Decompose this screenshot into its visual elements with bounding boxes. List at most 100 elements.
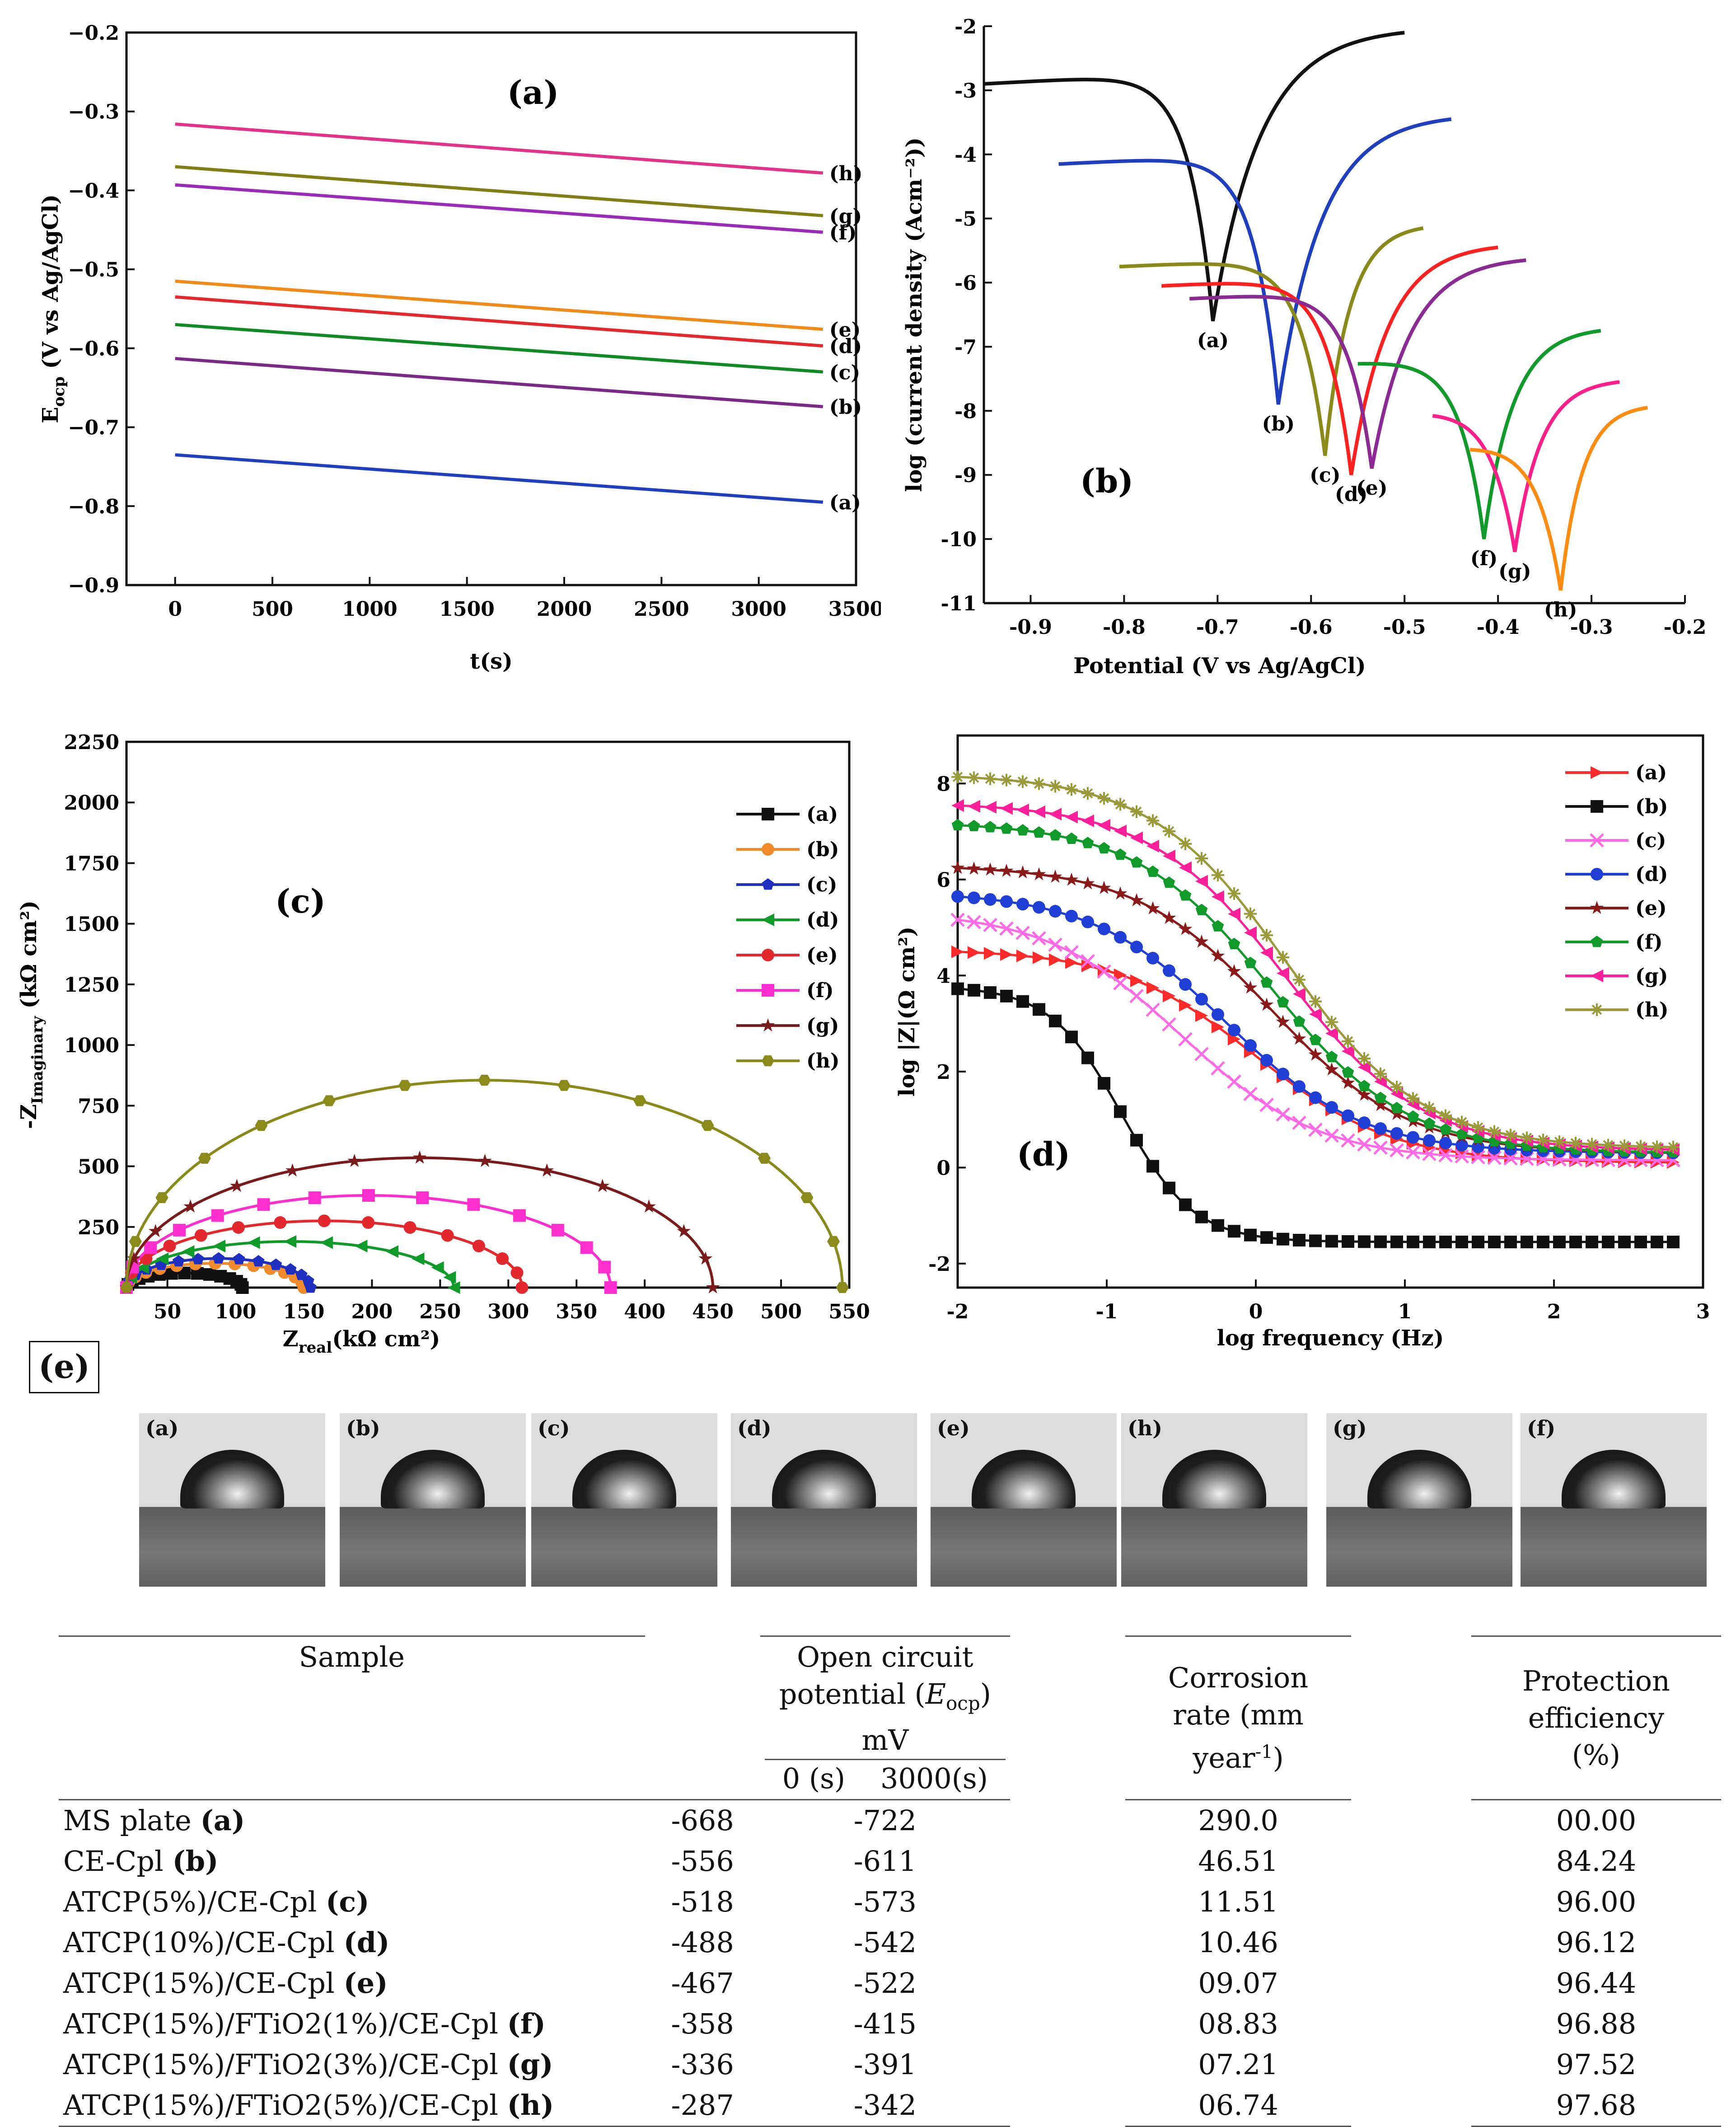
bode-point xyxy=(1293,1015,1306,1027)
bode-point xyxy=(1358,1235,1371,1248)
cell-gap xyxy=(1010,1841,1125,1882)
nyquist-point xyxy=(126,1251,141,1265)
bode-point xyxy=(1439,1123,1452,1135)
bode-point xyxy=(1049,905,1062,918)
bode-point xyxy=(1634,1156,1647,1169)
legend-label: (f) xyxy=(1635,931,1663,954)
bode-point xyxy=(1048,869,1062,883)
bode-point xyxy=(1373,1140,1388,1155)
bode-point xyxy=(1586,1236,1598,1249)
bode-point xyxy=(1179,998,1192,1012)
water-droplet xyxy=(772,1449,876,1509)
contact-angle-photo: (f) xyxy=(1521,1413,1707,1587)
bode-point xyxy=(1374,1122,1387,1135)
legend-marker xyxy=(762,949,774,961)
bode-point xyxy=(1244,1228,1257,1242)
bode-point xyxy=(1016,803,1029,816)
y-tick-label: -4 xyxy=(955,144,977,167)
bode-point xyxy=(1667,1236,1680,1249)
bode-point xyxy=(1000,989,1013,1003)
water-droplet xyxy=(572,1449,677,1509)
curve-label: (d) xyxy=(1335,483,1367,506)
x-axis-label-sub: real xyxy=(299,1339,332,1355)
bode-point xyxy=(984,893,997,906)
bode-point xyxy=(1390,1081,1403,1094)
nyquist-point xyxy=(213,1240,226,1253)
bode-point xyxy=(1097,964,1111,979)
cell-gap xyxy=(1351,2004,1471,2044)
water-droplet xyxy=(380,1449,485,1509)
cell-rate: 08.83 xyxy=(1198,2007,1278,2041)
nyquist-point xyxy=(233,1253,245,1265)
bode-point xyxy=(1325,1050,1338,1063)
cell-rate: 10.46 xyxy=(1198,1926,1278,1959)
bode-point xyxy=(1179,1198,1192,1211)
cell-gap xyxy=(1010,1882,1125,1922)
legend-label: (a) xyxy=(1635,761,1667,784)
table-row: ATCP(15%)/FTiO2(5%)/CE-Cpl (h) -287 -342 06… xyxy=(59,2085,1721,2127)
corrosion-table: Sample Open circuit potential (Eocp) mV … xyxy=(59,1635,1721,2127)
nyquist-point xyxy=(247,1236,260,1249)
tafel-curve xyxy=(1189,258,1526,469)
bode-point xyxy=(1651,1236,1663,1249)
panel-label: (a) xyxy=(507,73,559,112)
bode-point xyxy=(1472,1121,1484,1134)
nyquist-point xyxy=(270,1258,282,1270)
header-efficiency: Protection efficiency (%) xyxy=(1471,1635,1721,1800)
bode-point xyxy=(1390,1127,1403,1140)
bode-point xyxy=(1244,926,1257,939)
bode-point xyxy=(1455,1115,1468,1129)
chart-d-bode: -2 -1 0 1 2 3 -2 0 2 4 6 8 (a) (b) (c) (d) (e) (f) (g) (h) (… xyxy=(894,734,1710,1351)
cell-ocp-3000s: -573 xyxy=(853,1885,917,1919)
cell-rate: 06.74 xyxy=(1125,2085,1351,2127)
bode-point xyxy=(1521,1236,1533,1249)
bode-point xyxy=(1277,1232,1289,1246)
curve-label: (e) xyxy=(1356,477,1388,500)
tafel-curve xyxy=(1119,226,1424,456)
bode-point xyxy=(1325,1027,1338,1040)
bode-point xyxy=(1033,826,1045,838)
x-tick-label: -0.7 xyxy=(1196,616,1239,639)
x-tick-label: 0 xyxy=(168,598,182,621)
bode-point xyxy=(1065,811,1078,824)
bode-point xyxy=(1130,941,1143,954)
bode-point xyxy=(1439,1109,1452,1122)
x-tick-label: 350 xyxy=(556,1300,597,1323)
nyquist-point xyxy=(472,1239,485,1252)
header-rate: Corrosion rate (mm year-1) xyxy=(1125,1635,1351,1800)
bode-point xyxy=(1130,805,1143,818)
x-tick-label: 550 xyxy=(828,1300,870,1323)
bode-point xyxy=(1455,1149,1469,1164)
legend-label: (b) xyxy=(1635,795,1668,818)
nyquist-point xyxy=(295,1269,308,1280)
legend-label: (a) xyxy=(806,803,838,826)
y-axis-label-main: E xyxy=(38,407,63,423)
y-tick-label: −0.7 xyxy=(68,417,119,440)
bode-point xyxy=(1179,861,1192,874)
nyquist-point xyxy=(274,1216,287,1229)
nyquist-point xyxy=(212,1252,225,1264)
header-ocp-0s: 0 (s) xyxy=(782,1762,846,1795)
x-axis-label-rest: (kΩ cm²) xyxy=(332,1326,440,1352)
bode-point xyxy=(1309,995,1322,1008)
panel-label: (c) xyxy=(275,882,326,920)
legend-label: (d) xyxy=(1635,863,1668,886)
bode-point xyxy=(1227,964,1241,978)
nyquist-point xyxy=(478,1153,492,1167)
contact-angle-photo: (g) xyxy=(1326,1413,1512,1587)
bode-point xyxy=(1228,1225,1240,1238)
legend-marker xyxy=(1591,800,1603,813)
legend-label: (c) xyxy=(1635,829,1666,852)
cell-gap xyxy=(1010,1800,1125,1841)
bode-point xyxy=(967,915,981,929)
nyquist-point xyxy=(362,1216,375,1229)
x-tick-label: 150 xyxy=(283,1300,325,1323)
y-tick-label: 4 xyxy=(936,965,950,988)
bode-point xyxy=(1569,1137,1582,1150)
cell-ocp-0s: -488 xyxy=(671,1926,734,1959)
bode-point xyxy=(1016,824,1029,836)
legend-marker xyxy=(762,843,774,856)
nyquist-point xyxy=(551,1223,564,1237)
bode-point xyxy=(1553,1135,1566,1148)
bode-point xyxy=(1163,989,1175,1003)
